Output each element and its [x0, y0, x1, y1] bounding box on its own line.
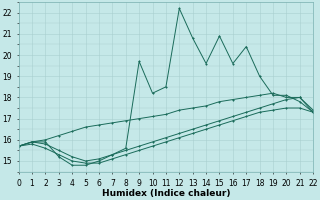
X-axis label: Humidex (Indice chaleur): Humidex (Indice chaleur) [102, 189, 230, 198]
